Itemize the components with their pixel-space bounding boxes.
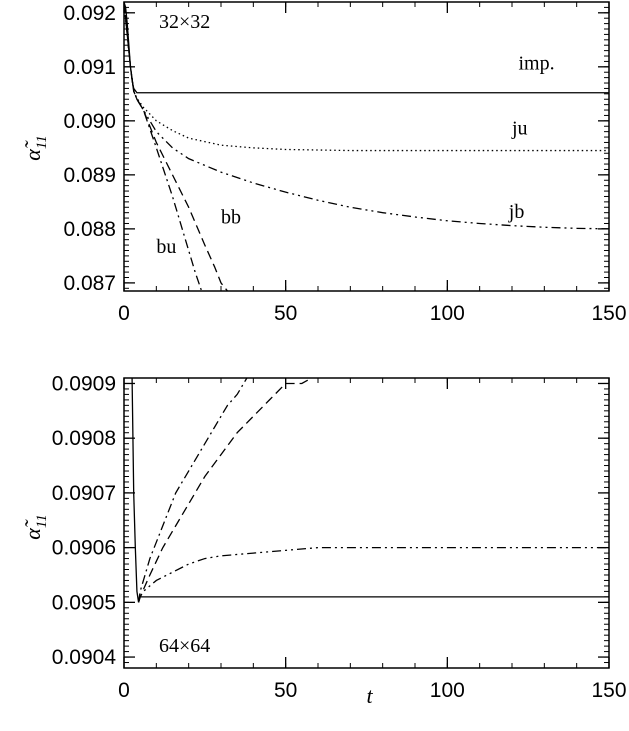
series-annotation-jb: jb	[508, 201, 525, 223]
y-axis-label-sub: 11	[34, 135, 50, 149]
y-tick-label: 0.0906	[52, 537, 116, 560]
panel-1: 0.087 0.088 0.089 0.090 0.091 0.092 0 50 100 150 α…	[20, 1, 627, 325]
y-tick-label: 0.090	[63, 110, 116, 133]
series-annotation-bb: bb	[221, 206, 241, 228]
y-tick-label: 0.091	[63, 56, 116, 79]
x-tick-label: 50	[274, 302, 297, 325]
y-tick-label: 0.0904	[52, 646, 117, 669]
y-tick-label: 0.0905	[52, 591, 116, 614]
x-tick-label: 150	[591, 302, 626, 325]
y-axis-label: α̃11	[20, 135, 50, 160]
y-tick-label: 0.0909	[52, 372, 116, 395]
y-tick-label: 0.089	[63, 164, 116, 187]
y-axis-label: α̃11	[20, 514, 50, 539]
series-bb	[124, 2, 228, 291]
plot-frame	[123, 377, 610, 669]
y-tick-label: 0.088	[63, 218, 116, 241]
panel-resolution-label: 32×32	[159, 11, 210, 33]
y-tick-label: 0.0907	[52, 482, 116, 505]
x-tick-label: 100	[430, 679, 465, 702]
panel-2: 0.0904 0.0905 0.0906 0.0907 0.0908 0.0909 0 50 1…	[20, 372, 627, 708]
y-axis-label-sub: 11	[34, 514, 50, 528]
series-annotation-imp: imp.	[518, 53, 554, 75]
series-jb	[137, 546, 609, 603]
series-jb	[124, 2, 609, 230]
x-tick-label: 0	[118, 302, 130, 325]
series-bu	[124, 2, 203, 291]
x-axis-label: t	[366, 683, 373, 708]
y-tick-label: 0.092	[63, 2, 116, 25]
x-tick-label: 0	[118, 679, 130, 702]
series-annotation-bu: bu	[156, 236, 176, 258]
series-imp	[131, 378, 609, 603]
series-bu	[137, 378, 248, 603]
x-tick-label: 50	[274, 679, 297, 702]
panel-resolution-label: 64×64	[159, 635, 210, 657]
series-annotation-ju: ju	[511, 117, 528, 139]
x-tick-label: 150	[591, 679, 626, 702]
x-tick-label: 100	[430, 302, 465, 325]
plot-frame	[123, 1, 610, 292]
y-tick-label: 0.0908	[52, 427, 116, 450]
series-bb	[137, 378, 312, 603]
y-tick-label: 0.087	[63, 272, 116, 295]
